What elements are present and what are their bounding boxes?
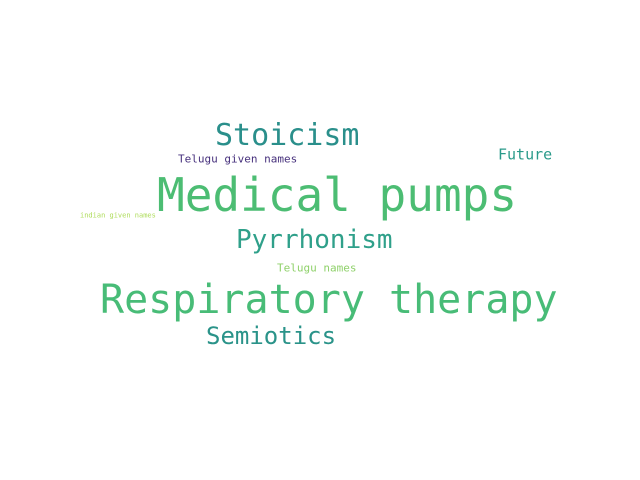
word-medical-pumps: Medical pumps [157, 168, 518, 222]
word-pyrrhonism: Pyrrhonism [236, 225, 393, 255]
word-telugu-names: Telugu names [277, 261, 357, 275]
word-semiotics: Semiotics [206, 322, 337, 350]
word-indian-given-names: indian given names [80, 211, 156, 220]
word-respiratory-therapy: Respiratory therapy [100, 277, 558, 323]
word-stoicism: Stoicism [215, 118, 360, 153]
word-future: Future [498, 145, 553, 164]
word-telugu-given-names: Telugu given names [178, 152, 298, 166]
